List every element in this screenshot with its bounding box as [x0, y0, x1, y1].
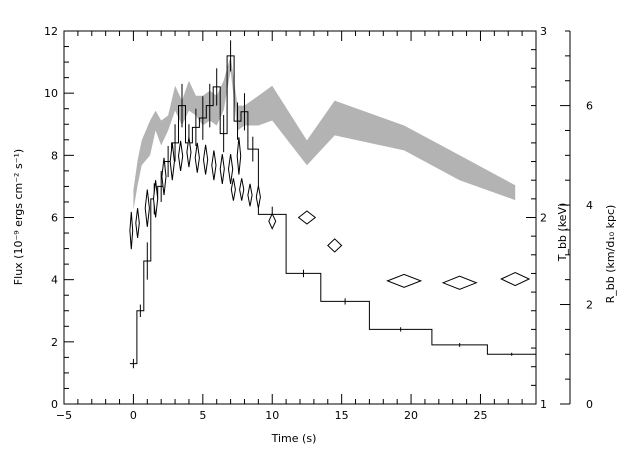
radius-tick-label: 2 — [586, 299, 593, 312]
x-tick-label: −5 — [56, 409, 72, 422]
temperature-diamond — [186, 137, 192, 168]
temperature-diamond — [297, 210, 317, 225]
radius-tick-label: 6 — [586, 100, 593, 113]
flux-tick-label: 6 — [51, 212, 58, 225]
temperature-diamond — [177, 140, 184, 171]
temperature-diamond — [230, 178, 236, 201]
radius-tick-label: 0 — [586, 398, 593, 411]
temperature-diamond — [227, 154, 234, 184]
flux-histogram-layer — [129, 40, 536, 369]
axes-layer — [63, 30, 571, 405]
temperature-diamond — [152, 180, 159, 218]
temperature-diamond — [386, 273, 423, 288]
x-tick-label: 25 — [473, 409, 487, 422]
temperature-diamond — [211, 150, 217, 181]
x-tick-label: 0 — [130, 409, 137, 422]
x-tick-label: 5 — [199, 409, 206, 422]
temperature-layer — [129, 137, 531, 290]
temperature-diamond — [161, 157, 167, 196]
temperature-diamond — [255, 185, 261, 209]
radius-axis-label: R_bb (km/d₁₀ kpc) — [604, 205, 617, 304]
temperature-diamond — [135, 208, 140, 239]
radius-tick-label: 4 — [586, 199, 593, 212]
x-tick-label: 20 — [404, 409, 418, 422]
temperature-diamond — [169, 142, 175, 181]
flux-histogram-line — [129, 55, 536, 365]
temperature-diamond — [202, 144, 209, 175]
flux-tick-label: 12 — [44, 25, 58, 38]
temperature-axis-label: T_bb (keV) — [556, 203, 569, 263]
temperature-tick-label: 2 — [540, 212, 547, 225]
flux-tick-label: 2 — [51, 336, 58, 349]
temperature-diamond — [500, 271, 531, 287]
temperature-diamond — [327, 238, 343, 253]
temperature-diamond — [236, 137, 242, 175]
x-axis-label: Time (s) — [271, 432, 317, 445]
temperature-diamond — [268, 212, 277, 230]
flux-axis-label: Flux (10⁻⁹ ergs cm⁻² s⁻¹) — [12, 149, 25, 285]
flux-tick-label: 0 — [51, 398, 58, 411]
temperature-diamond — [441, 275, 478, 290]
flux-tick-label: 8 — [51, 149, 58, 162]
temperature-tick-label: 1 — [540, 398, 547, 411]
temperature-diamond — [219, 154, 225, 184]
radius-band-layer — [133, 55, 516, 211]
x-tick-label: 15 — [335, 409, 349, 422]
flux-tick-label: 4 — [51, 274, 58, 287]
x-tick-label: 10 — [265, 409, 279, 422]
radius-band — [133, 55, 516, 211]
temperature-tick-label: 3 — [540, 25, 547, 38]
temperature-diamond — [247, 183, 253, 207]
flux-tick-label: 10 — [44, 87, 58, 100]
temperature-diamond — [194, 142, 200, 173]
temperature-diamond — [144, 189, 150, 227]
temperature-diamond — [129, 211, 134, 250]
temperature-diamond — [239, 178, 245, 201]
